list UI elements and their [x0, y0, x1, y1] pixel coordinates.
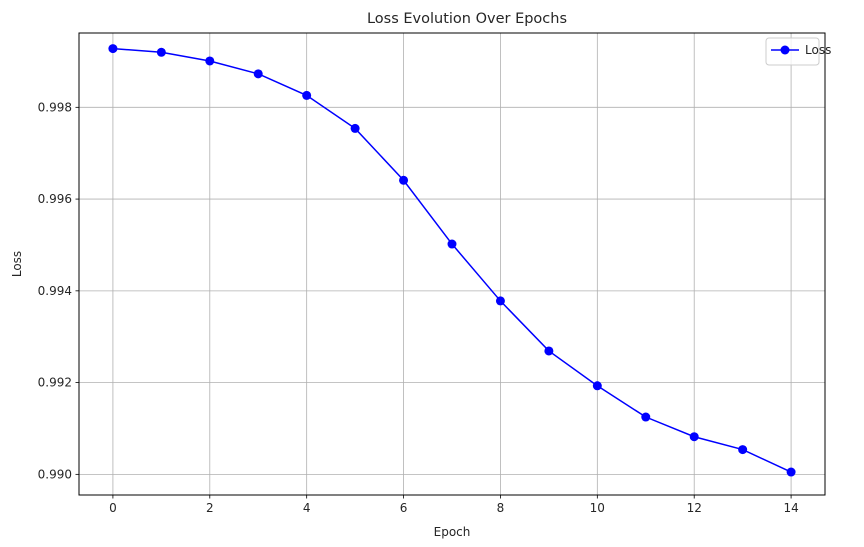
loss-point [689, 432, 699, 442]
x-tick-label: 0 [109, 501, 117, 515]
x-axis-label: Epoch [434, 525, 471, 539]
loss-point [544, 346, 554, 356]
loss-point [641, 412, 651, 422]
tick-layer: 0 2 4 6 8 10 12 14 0.990 0.992 0.994 0.996 0.998 [38, 100, 799, 515]
x-tick-label: 14 [783, 501, 798, 515]
series-layer [108, 44, 796, 477]
y-tick-label: 0.992 [38, 376, 72, 390]
legend-label: Loss [805, 43, 831, 57]
loss-point [156, 47, 166, 57]
x-tick-label: 12 [687, 501, 702, 515]
loss-point [495, 296, 505, 306]
y-axis-label: Loss [10, 251, 24, 277]
loss-point [350, 123, 360, 133]
x-tick-label: 10 [590, 501, 605, 515]
loss-point [253, 69, 263, 79]
legend-marker [780, 45, 790, 55]
loss-point [302, 90, 312, 100]
y-tick-label: 0.998 [38, 100, 72, 114]
loss-point [738, 445, 748, 455]
y-tick-label: 0.996 [38, 192, 72, 206]
chart-title: Loss Evolution Over Epochs [367, 11, 567, 27]
y-tick-label: 0.994 [38, 284, 72, 298]
plot-frame [78, 32, 826, 496]
loss-point [786, 467, 796, 477]
y-tick-label: 0.990 [38, 467, 72, 481]
loss-point [592, 381, 602, 391]
x-tick-label: 4 [303, 501, 311, 515]
legend-box [765, 37, 820, 66]
x-tick-label: 2 [206, 501, 214, 515]
x-tick-label: 8 [497, 501, 505, 515]
legend: Loss [765, 37, 831, 66]
x-tick-label: 6 [400, 501, 408, 515]
loss-point [399, 175, 409, 185]
loss-point [108, 44, 118, 54]
loss-point [447, 239, 457, 249]
grid-layer [79, 33, 825, 495]
loss-point [205, 56, 215, 66]
